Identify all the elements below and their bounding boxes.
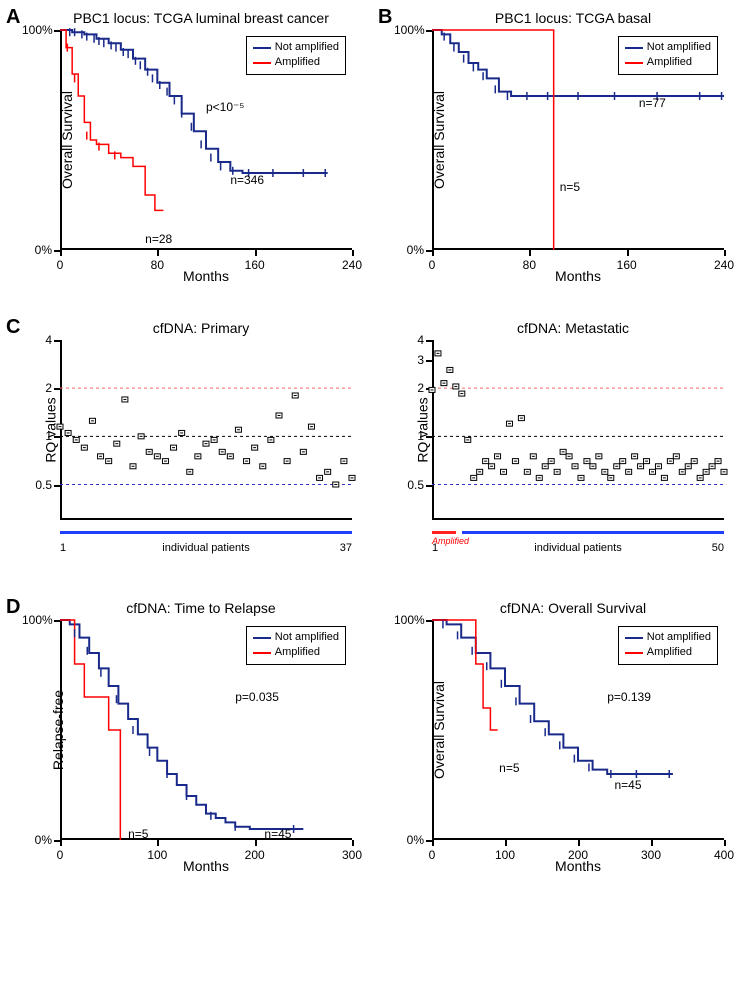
panel-d-left: D cfDNA: Time to Relapse 0%100%010020030… <box>10 600 362 880</box>
panel-c-right: cfDNA: Metastatic 0.51234RQ values1indiv… <box>382 320 734 570</box>
panel-c-right-title: cfDNA: Metastatic <box>412 320 734 336</box>
figure-grid: A PBC1 locus: TCGA luminal breast cancer… <box>10 10 734 880</box>
p-value: p<10⁻⁵ <box>206 100 244 114</box>
panel-c-label: C <box>6 316 20 339</box>
panel-c-left: C cfDNA: Primary 0.5124RQ values1individ… <box>10 320 362 570</box>
x-axis-label: Months <box>555 858 601 874</box>
legend: Not amplifiedAmplified <box>246 36 346 75</box>
n-label: n=45 <box>615 778 642 792</box>
legend: Not amplifiedAmplified <box>618 626 718 665</box>
y-axis-label: RQ values <box>43 397 59 462</box>
panel-b-label: B <box>378 6 392 29</box>
amplified-label: Amplified <box>432 536 469 546</box>
panel-d-label: D <box>6 596 20 619</box>
x-range-labels: 1individual patients37 <box>60 542 352 554</box>
panel-d-right-title: cfDNA: Overall Survival <box>412 600 734 616</box>
n-label: n=346 <box>230 173 264 187</box>
panel-b-title: PBC1 locus: TCGA basal <box>412 10 734 26</box>
x-axis-label: Months <box>555 268 601 284</box>
panel-c-left-chart: 0.5124RQ values1individual patients37 <box>60 340 352 520</box>
panel-a-label: A <box>6 6 20 29</box>
legend: Not amplifiedAmplified <box>618 36 718 75</box>
panel-c-left-title: cfDNA: Primary <box>40 320 362 336</box>
x-axis-label: Months <box>183 268 229 284</box>
x-range-labels: 1individual patients50 <box>432 542 724 554</box>
n-label: n=28 <box>145 232 172 246</box>
panel-a-chart: 0%100%080160240Overall SurvivalMonthsNot… <box>60 30 352 250</box>
amplified-group-bar <box>432 531 456 534</box>
panel-d-right-chart: 0%100%0100200300400Overall SurvivalMonth… <box>432 620 724 840</box>
n-label: n=77 <box>639 96 666 110</box>
panel-b: B PBC1 locus: TCGA basal 0%100%080160240… <box>382 10 734 290</box>
n-label: n=5 <box>499 761 519 775</box>
panel-b-chart: 0%100%080160240Overall SurvivalMonthsNot… <box>432 30 724 250</box>
panel-d-left-chart: 0%100%0100200300Relapse-freeMonthsNot am… <box>60 620 352 840</box>
panel-d-right: cfDNA: Overall Survival 0%100%0100200300… <box>382 600 734 880</box>
n-label: n=45 <box>264 827 291 841</box>
panel-c-right-chart: 0.51234RQ values1individual patients50Am… <box>432 340 724 520</box>
n-label: n=5 <box>128 827 148 841</box>
panel-a-title: PBC1 locus: TCGA luminal breast cancer <box>40 10 362 26</box>
x-axis-label: Months <box>183 858 229 874</box>
group-bar <box>60 531 352 534</box>
panel-d-left-title: cfDNA: Time to Relapse <box>40 600 362 616</box>
panel-a: A PBC1 locus: TCGA luminal breast cancer… <box>10 10 362 290</box>
nonamplified-group-bar <box>462 531 724 534</box>
n-label: n=5 <box>560 180 580 194</box>
p-value: p=0.139 <box>607 690 651 704</box>
p-value: p=0.035 <box>235 690 279 704</box>
legend: Not amplifiedAmplified <box>246 626 346 665</box>
y-axis-label: RQ values <box>415 397 431 462</box>
